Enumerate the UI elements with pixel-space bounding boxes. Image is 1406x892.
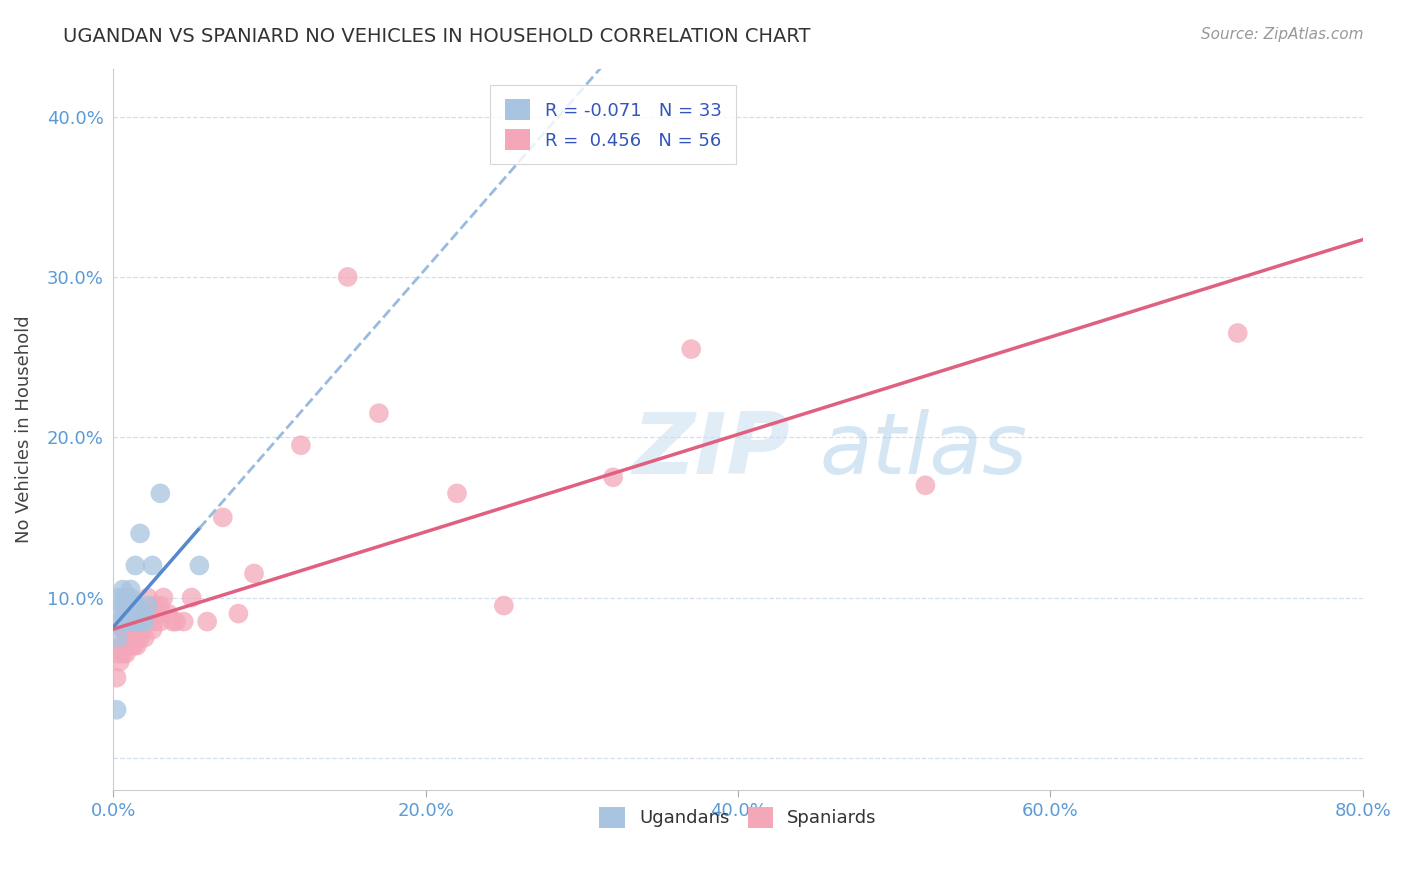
Point: [115, 623, 138, 637]
Point: [146, 607, 169, 621]
Text: ZIP: ZIP: [631, 409, 790, 492]
Point: [107, 647, 129, 661]
Point: [141, 623, 163, 637]
Y-axis label: No Vehicles in Household: No Vehicles in Household: [15, 316, 32, 543]
Point: [125, 639, 148, 653]
Point: [117, 639, 139, 653]
Point: [143, 615, 166, 629]
Point: [115, 615, 138, 629]
Point: [125, 607, 148, 621]
Point: [132, 607, 155, 621]
Text: Source: ZipAtlas.com: Source: ZipAtlas.com: [1201, 27, 1364, 42]
Point: [138, 615, 160, 629]
Point: [122, 639, 145, 653]
Point: [120, 591, 142, 605]
Point: [112, 591, 135, 605]
Point: [135, 607, 157, 621]
Point: [127, 615, 149, 629]
Point: [107, 631, 129, 645]
Point: [145, 599, 167, 613]
Point: [131, 623, 153, 637]
Point: [446, 486, 468, 500]
Point: [118, 599, 141, 613]
Point: [115, 599, 138, 613]
Point: [602, 470, 624, 484]
Point: [120, 639, 142, 653]
Point: [115, 647, 138, 661]
Point: [188, 558, 211, 573]
Point: [149, 615, 172, 629]
Point: [180, 591, 202, 605]
Point: [368, 406, 391, 420]
Point: [117, 599, 139, 613]
Point: [121, 631, 143, 645]
Point: [152, 591, 174, 605]
Point: [129, 526, 152, 541]
Point: [914, 478, 936, 492]
Point: [124, 558, 146, 573]
Point: [117, 607, 139, 621]
Point: [127, 623, 149, 637]
Point: [136, 599, 159, 613]
Point: [118, 615, 141, 629]
Point: [149, 486, 172, 500]
Point: [132, 615, 155, 629]
Point: [118, 623, 141, 637]
Point: [120, 582, 142, 597]
Point: [136, 591, 159, 605]
Point: [131, 615, 153, 629]
Point: [111, 647, 134, 661]
Point: [492, 599, 515, 613]
Point: [111, 582, 134, 597]
Point: [108, 591, 131, 605]
Point: [228, 607, 250, 621]
Point: [105, 703, 128, 717]
Point: [117, 631, 139, 645]
Point: [134, 615, 156, 629]
Point: [336, 269, 359, 284]
Point: [108, 655, 131, 669]
Text: UGANDAN VS SPANIARD NO VEHICLES IN HOUSEHOLD CORRELATION CHART: UGANDAN VS SPANIARD NO VEHICLES IN HOUSE…: [63, 27, 811, 45]
Text: atlas: atlas: [820, 409, 1028, 492]
Point: [120, 623, 142, 637]
Point: [111, 599, 134, 613]
Point: [243, 566, 266, 581]
Point: [105, 671, 128, 685]
Point: [117, 591, 139, 605]
Legend: Ugandans, Spaniards: Ugandans, Spaniards: [592, 800, 884, 835]
Point: [165, 615, 187, 629]
Point: [112, 607, 135, 621]
Point: [111, 623, 134, 637]
Point: [162, 615, 184, 629]
Point: [122, 631, 145, 645]
Point: [173, 615, 195, 629]
Point: [124, 631, 146, 645]
Point: [134, 631, 156, 645]
Point: [112, 623, 135, 637]
Point: [129, 631, 152, 645]
Point: [1226, 326, 1249, 340]
Point: [211, 510, 233, 524]
Point: [127, 615, 149, 629]
Point: [195, 615, 218, 629]
Point: [121, 615, 143, 629]
Point: [108, 607, 131, 621]
Point: [125, 599, 148, 613]
Point: [157, 607, 180, 621]
Point: [149, 599, 172, 613]
Point: [110, 639, 132, 653]
Point: [122, 599, 145, 613]
Point: [112, 639, 135, 653]
Point: [110, 615, 132, 629]
Point: [122, 607, 145, 621]
Point: [141, 558, 163, 573]
Point: [125, 623, 148, 637]
Point: [681, 342, 703, 356]
Point: [290, 438, 312, 452]
Point: [118, 631, 141, 645]
